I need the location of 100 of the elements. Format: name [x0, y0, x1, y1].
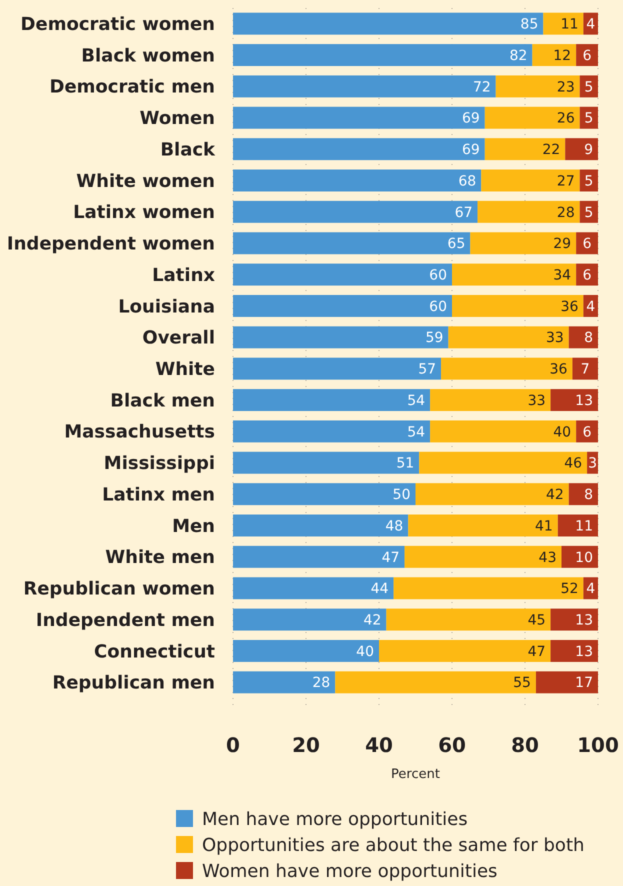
bar — [448, 326, 569, 348]
data-label: 4 — [586, 16, 596, 33]
data-label: 6 — [582, 424, 592, 440]
y-tick-label: Latinx women — [73, 202, 215, 224]
bar — [562, 546, 598, 568]
bar — [233, 170, 482, 192]
data-label: 10 — [575, 550, 593, 566]
y-tick-label: Mississippi — [104, 453, 215, 474]
data-label: 8 — [584, 487, 593, 504]
data-label: 4 — [586, 298, 596, 315]
data-label: 67 — [454, 204, 473, 221]
y-tick-label: Massachusetts — [64, 422, 215, 443]
y-tick-label: Republican men — [52, 672, 215, 694]
data-label: 6 — [582, 267, 592, 284]
bar — [576, 264, 598, 286]
data-label: 59 — [426, 330, 444, 346]
bar — [568, 483, 598, 506]
bar — [558, 514, 598, 536]
bar — [386, 608, 551, 631]
data-label: 29 — [553, 236, 572, 252]
data-label: 54 — [407, 424, 426, 440]
bar — [408, 514, 558, 536]
x-axis-title: Percent — [391, 767, 440, 782]
bar — [233, 75, 496, 98]
x-tick-label: 40 — [365, 733, 393, 757]
bar — [233, 420, 430, 442]
data-label: 11 — [575, 518, 593, 534]
data-label: 40 — [356, 644, 374, 660]
data-label: 50 — [392, 487, 410, 504]
data-label: 12 — [553, 48, 572, 64]
bar — [550, 608, 598, 631]
bar — [481, 170, 580, 192]
data-label: 11 — [560, 16, 578, 33]
data-label: 43 — [538, 550, 556, 566]
x-tick-label: 80 — [511, 733, 539, 757]
data-label: 46 — [564, 456, 582, 472]
y-tick-label: Louisiana — [118, 296, 215, 318]
bar — [404, 546, 562, 568]
data-label: 40 — [553, 424, 572, 440]
bar — [233, 200, 478, 223]
data-label: 57 — [418, 362, 436, 378]
bar — [233, 389, 430, 412]
bar — [572, 358, 598, 380]
y-tick-label: Connecticut — [94, 641, 216, 662]
bar — [233, 264, 452, 286]
bar — [233, 640, 379, 662]
data-label: 13 — [575, 612, 593, 628]
bar — [233, 483, 416, 506]
data-label: 22 — [542, 142, 560, 158]
bar — [565, 138, 598, 160]
x-tick-label: 100 — [577, 733, 619, 757]
data-label: 51 — [396, 456, 414, 472]
bar — [478, 200, 580, 223]
bar — [441, 358, 572, 380]
y-tick-label: White men — [105, 547, 215, 568]
legend-label: Opportunities are about the same for both — [202, 834, 584, 856]
data-label: 17 — [575, 675, 593, 692]
data-label: 13 — [575, 392, 593, 409]
bar — [233, 106, 485, 129]
y-tick-label: Women — [140, 108, 215, 130]
bar — [233, 452, 420, 474]
data-label: 5 — [584, 173, 594, 190]
bar — [233, 326, 448, 348]
y-tick-label: White women — [76, 170, 215, 192]
data-label: 60 — [429, 298, 447, 315]
data-label: 54 — [407, 392, 426, 409]
y-tick-label: Independent men — [36, 610, 215, 631]
legend-label: Women have more opportunities — [202, 860, 498, 882]
data-label: 52 — [560, 581, 578, 598]
data-label: 69 — [462, 142, 480, 158]
data-label: 5 — [584, 110, 594, 127]
y-tick-label: Overall — [142, 328, 215, 349]
data-label: 34 — [553, 267, 572, 284]
data-label: 41 — [535, 518, 553, 534]
bar — [233, 12, 544, 35]
y-tick-label: Democratic men — [50, 76, 215, 98]
bar — [419, 452, 588, 474]
bar — [335, 671, 536, 694]
y-tick-label: Latinx men — [102, 484, 215, 506]
y-tick-label: Black men — [110, 390, 215, 412]
bar — [233, 358, 442, 380]
y-tick-label: Independent women — [6, 234, 215, 255]
legend-label: Men have more opportunities — [202, 808, 468, 830]
y-tick-label: Men — [172, 516, 215, 537]
bar — [430, 420, 576, 442]
data-label: 45 — [528, 612, 546, 628]
data-label: 4 — [586, 581, 596, 598]
y-tick-label: Republican women — [23, 578, 215, 600]
bar — [233, 44, 532, 66]
bar — [233, 671, 336, 694]
bar — [496, 75, 580, 98]
bar — [452, 264, 576, 286]
data-label: 68 — [458, 173, 476, 190]
data-label: 55 — [513, 675, 531, 692]
bar — [576, 44, 598, 66]
bar — [452, 294, 584, 317]
data-label: 65 — [447, 236, 466, 252]
data-label: 85 — [520, 16, 538, 33]
bar — [233, 546, 405, 568]
bar — [233, 608, 386, 631]
